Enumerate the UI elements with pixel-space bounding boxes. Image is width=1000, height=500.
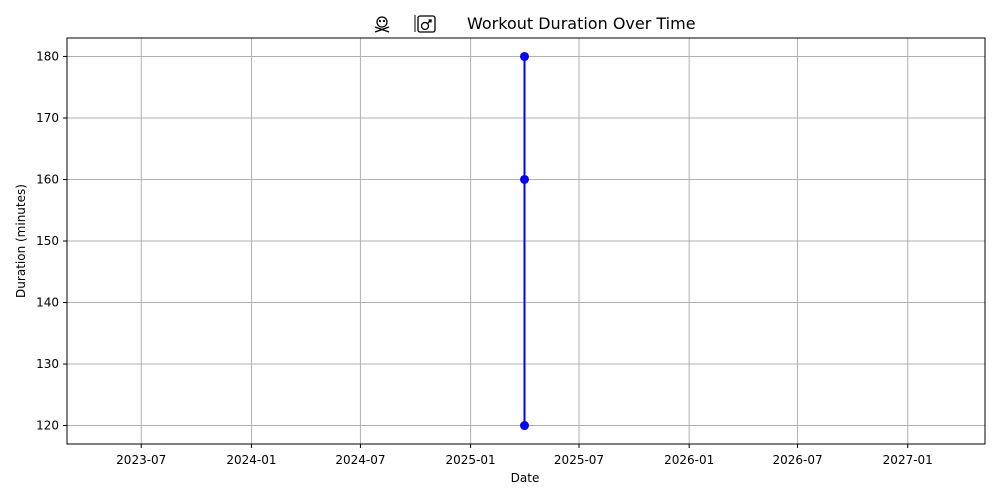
x-axis-label: Date — [511, 471, 540, 485]
x-tick-label: 2025-07 — [554, 453, 604, 467]
data-point — [520, 421, 530, 431]
y-axis-label: Duration (minutes) — [14, 184, 28, 298]
y-tick-label: 170 — [36, 111, 59, 125]
y-tick-label: 150 — [36, 234, 59, 248]
y-axis: 120 130 140 150 160 170 180 — [36, 49, 67, 433]
x-axis: 2023-07 2024-01 2024-07 2025-01 2025-07 2026-… — [116, 444, 933, 467]
x-tick-label: 2026-07 — [772, 453, 822, 467]
y-tick-label: 130 — [36, 357, 59, 371]
data-point — [520, 174, 530, 184]
data-point — [520, 51, 530, 61]
grid-layer — [67, 38, 985, 444]
y-tick-label: 180 — [36, 49, 59, 63]
skull-crossbones-icon — [374, 16, 390, 33]
person-lifting-weights-icon — [414, 15, 436, 33]
y-tick-label: 120 — [36, 419, 59, 433]
x-tick-label: 2027-01 — [883, 453, 933, 467]
chart-title-group: Workout Duration Over Time — [374, 14, 696, 33]
chart-title: Workout Duration Over Time — [467, 14, 696, 33]
x-tick-label: 2026-01 — [664, 453, 714, 467]
x-tick-label: 2023-07 — [116, 453, 166, 467]
series-layer — [520, 51, 530, 431]
x-tick-label: 2024-07 — [335, 453, 385, 467]
y-tick-label: 140 — [36, 296, 59, 310]
y-tick-label: 160 — [36, 172, 59, 186]
x-tick-label: 2024-01 — [226, 453, 276, 467]
x-tick-label: 2025-01 — [446, 453, 496, 467]
